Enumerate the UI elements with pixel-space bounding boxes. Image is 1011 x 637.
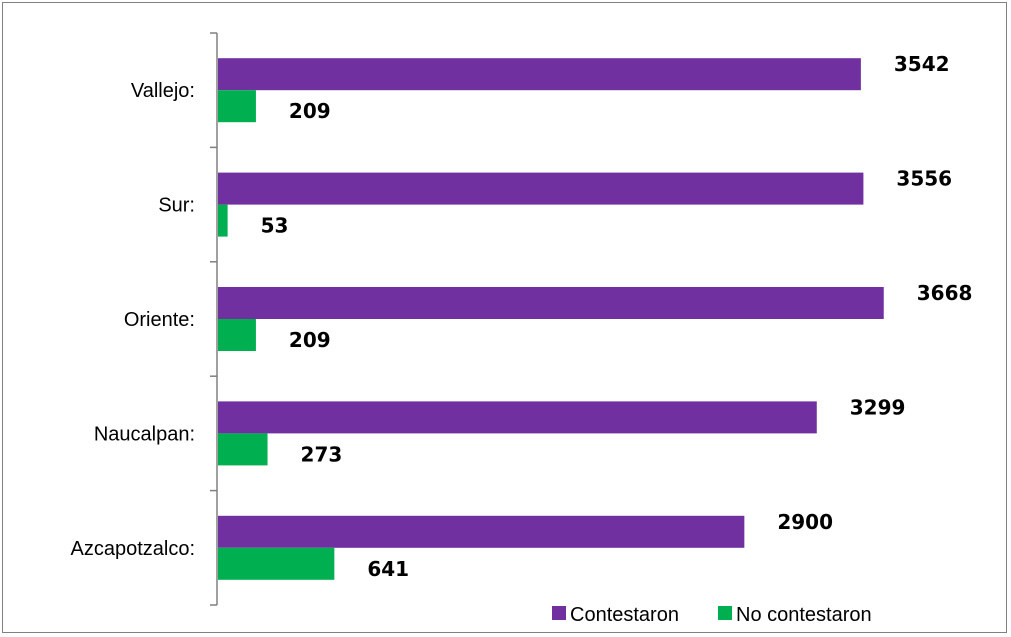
data-label: 209 [289, 99, 331, 123]
data-label: 3542 [894, 52, 950, 76]
axis-layer [210, 32, 218, 606]
data-label: 209 [289, 328, 331, 352]
data-label: 53 [261, 214, 289, 238]
data-label: 2900 [777, 510, 833, 534]
bar-contestaron [218, 172, 864, 205]
category-label: Vallejo: [131, 80, 195, 102]
legend-swatch [552, 606, 566, 620]
bar-no-contestaron [218, 90, 256, 123]
legend-label: No contestaron [736, 604, 872, 626]
category-label: Sur: [158, 195, 195, 217]
bar-contestaron [218, 287, 884, 319]
bar-contestaron [218, 515, 745, 548]
data-label: 3556 [896, 167, 952, 191]
legend-swatch [718, 606, 732, 620]
bar-contestaron [218, 58, 861, 91]
bar-no-contestaron [218, 319, 256, 351]
legend-label: Contestaron [570, 604, 679, 626]
bar-no-contestaron [218, 204, 228, 237]
labels-layer: Vallejo: 3542 209 Sur: 3556 53 Oriente: 3668 209… [70, 52, 972, 581]
category-label: Oriente: [124, 309, 195, 331]
data-label: 3668 [917, 281, 973, 305]
bar-no-contestaron [218, 547, 335, 580]
bar-contestaron [218, 401, 817, 434]
category-label: Naucalpan: [94, 423, 195, 445]
legend: Contestaron No contestaron [552, 604, 872, 626]
bar-chart: Vallejo: 3542 209 Sur: 3556 53 Oriente: 3668 209… [70, 32, 972, 626]
data-label: 3299 [850, 395, 906, 419]
data-label: 273 [301, 442, 343, 466]
data-label: 641 [367, 557, 409, 581]
category-label: Azcapotzalco: [70, 538, 195, 560]
bar-no-contestaron [218, 433, 268, 466]
bars-layer [218, 58, 884, 580]
